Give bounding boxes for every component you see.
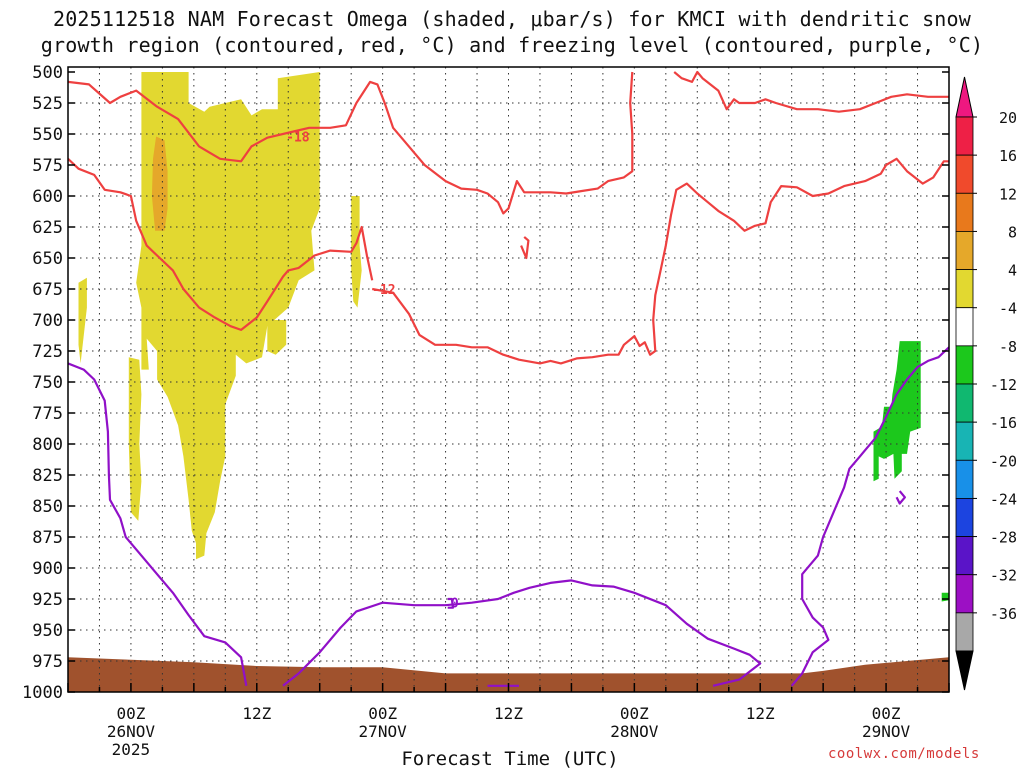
colorbar-swatch bbox=[955, 459, 974, 499]
colorbar-swatch bbox=[955, 612, 974, 652]
colorbar-swatch bbox=[955, 574, 974, 614]
freezing-level-contour-purple bbox=[895, 490, 907, 505]
y-tick-label: 900 bbox=[32, 559, 63, 579]
colorbar-swatch bbox=[955, 192, 974, 232]
colorbar-label: -20 bbox=[990, 452, 1017, 470]
freezing-level-contour-purple bbox=[282, 579, 762, 687]
colorbar-swatch bbox=[955, 307, 974, 347]
dgz-contour-red bbox=[520, 236, 530, 260]
y-tick-label: 950 bbox=[32, 621, 63, 641]
x-axis-title: Forecast Time (UTC) bbox=[401, 748, 618, 768]
freezing-level-contour-purple bbox=[68, 362, 248, 686]
y-tick-label: 850 bbox=[32, 497, 63, 517]
y-tick-label: 525 bbox=[32, 94, 63, 114]
colorbar-swatch bbox=[955, 421, 974, 461]
x-tick-date-label: 28NOV bbox=[610, 722, 659, 741]
dgz-contour-red bbox=[68, 71, 634, 215]
colorbar-label: 12 bbox=[999, 185, 1017, 203]
x-tick-label: 00Z bbox=[116, 704, 145, 723]
y-tick-label: 875 bbox=[32, 528, 63, 548]
y-tick-label: 725 bbox=[32, 342, 63, 362]
dgz-contour-red bbox=[372, 157, 949, 365]
x-tick-label: 00Z bbox=[368, 704, 397, 723]
x-tick-label: 12Z bbox=[494, 704, 523, 723]
y-tick-label: 750 bbox=[32, 373, 63, 393]
x-tick-year-label: 2025 bbox=[112, 740, 151, 759]
y-tick-label: 625 bbox=[32, 218, 63, 238]
colorbar-swatch bbox=[955, 116, 974, 156]
colorbar-bottom-arrow bbox=[955, 650, 974, 691]
omega-shaded-region bbox=[351, 196, 362, 308]
omega-shaded-region bbox=[136, 72, 320, 560]
colorbar-swatch bbox=[955, 269, 974, 309]
omega-shaded-region bbox=[128, 357, 142, 521]
colorbar-swatch bbox=[955, 536, 974, 576]
colorbar-label: 8 bbox=[1008, 223, 1017, 241]
y-tick-label: 775 bbox=[32, 404, 63, 424]
colorbar-label: -24 bbox=[990, 490, 1017, 508]
dgz-contour-label: -12 bbox=[372, 283, 395, 298]
y-tick-label: 925 bbox=[32, 590, 63, 610]
credit-text: coolwx.com/models bbox=[828, 746, 980, 762]
freezing-level-contour-purple bbox=[790, 346, 949, 687]
dgz-contour-red bbox=[68, 157, 374, 331]
x-tick-date-label: 29NOV bbox=[862, 722, 911, 741]
dgz-contour-label: -18 bbox=[286, 130, 310, 145]
x-tick-label: 12Z bbox=[746, 704, 775, 723]
y-tick-label: 550 bbox=[32, 125, 63, 145]
colorbar-swatch bbox=[955, 383, 974, 423]
x-tick-label: 12Z bbox=[242, 704, 271, 723]
colorbar-top-arrow bbox=[955, 76, 974, 118]
dgz-contour-red bbox=[673, 70, 949, 113]
colorbar-label: 16 bbox=[999, 147, 1017, 165]
omega-shaded-region bbox=[151, 136, 168, 231]
omega-shaded-region bbox=[78, 277, 87, 364]
y-tick-label: 975 bbox=[32, 652, 63, 672]
x-tick-date-label: 26NOV bbox=[107, 722, 156, 741]
colorbar-label: -8 bbox=[999, 338, 1017, 356]
colorbar-label: -32 bbox=[990, 567, 1017, 585]
y-tick-label: 700 bbox=[32, 311, 63, 331]
colorbar-label: 4 bbox=[1008, 262, 1017, 280]
chart-title-line-2: growth region (contoured, red, °C) and f… bbox=[40, 33, 984, 57]
y-tick-label: 600 bbox=[32, 187, 63, 207]
colorbar-label: 20 bbox=[999, 109, 1017, 127]
colorbar-swatch bbox=[955, 498, 974, 537]
y-tick-label: 675 bbox=[32, 280, 63, 300]
colorbar-swatch bbox=[955, 231, 974, 270]
freezing-level-contour-purple bbox=[447, 597, 454, 609]
omega-shaded-region bbox=[941, 592, 949, 602]
x-tick-date-label: 27NOV bbox=[359, 722, 408, 741]
y-tick-label: 825 bbox=[32, 466, 63, 486]
y-tick-label: 500 bbox=[32, 63, 63, 83]
y-tick-label: 1000 bbox=[22, 683, 63, 703]
colorbar-label: -28 bbox=[990, 529, 1017, 547]
x-tick-label: 00Z bbox=[872, 704, 901, 723]
ground-terrain bbox=[68, 657, 949, 692]
x-tick-label: 00Z bbox=[620, 704, 649, 723]
y-tick-label: 650 bbox=[32, 249, 63, 269]
y-tick-label: 575 bbox=[32, 156, 63, 176]
colorbar-label: -36 bbox=[990, 605, 1017, 623]
colorbar-swatch bbox=[955, 345, 974, 385]
omega-shaded-region bbox=[267, 320, 287, 355]
colorbar-label: -12 bbox=[990, 376, 1017, 394]
y-tick-label: 800 bbox=[32, 435, 63, 455]
freezing-level-contour-label: 0 bbox=[451, 597, 459, 612]
colorbar-label: -16 bbox=[990, 414, 1017, 432]
colorbar-swatch bbox=[955, 154, 974, 194]
chart-title-line-1: 2025112518 NAM Forecast Omega (shaded, μ… bbox=[52, 7, 972, 31]
colorbar-label: -4 bbox=[999, 300, 1017, 318]
